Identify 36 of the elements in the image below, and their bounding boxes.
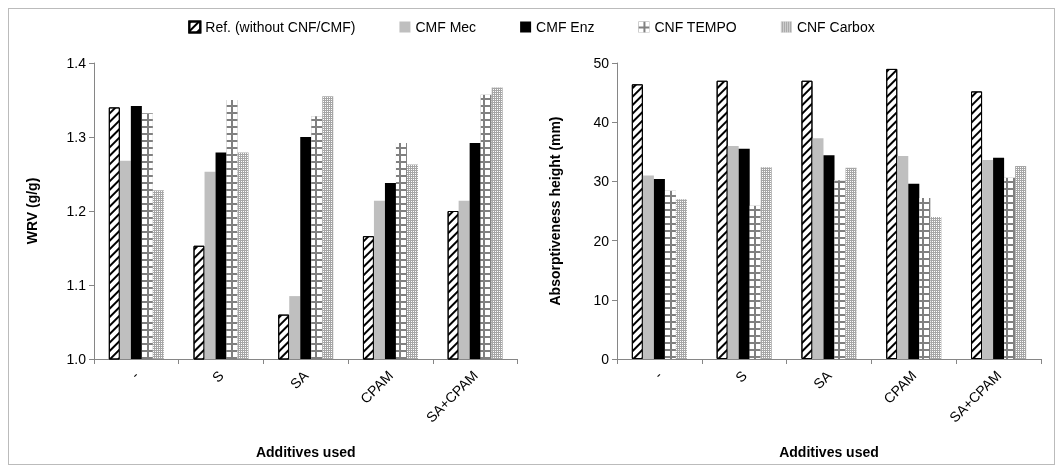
legend-label: CMF Enz: [536, 19, 595, 35]
x-tick-label: S: [208, 367, 227, 386]
x-tick-label: S: [731, 367, 750, 386]
y-tick-label: 0: [600, 351, 609, 367]
y-tick-label: 1.2: [66, 203, 87, 219]
legend-label: Ref. (without CNF/CMF): [205, 19, 356, 35]
bar: [642, 175, 654, 359]
y-tick-label: 1.3: [66, 129, 87, 145]
x-axis-title: Additives used: [778, 444, 879, 460]
y-axis-title: WRV (g/g): [24, 177, 40, 245]
bar: [992, 157, 1004, 359]
y-tick-label: 50: [592, 55, 609, 71]
y-tick-label: 1.4: [66, 55, 87, 71]
x-axis-title: Additives used: [255, 444, 356, 460]
bar: [896, 155, 908, 359]
bar: [811, 138, 823, 359]
x-tick-label: SA: [286, 366, 312, 392]
legend-label: CNF TEMPO: [654, 19, 737, 35]
y-tick-label: 1.0: [66, 351, 87, 367]
legend-label: CMF Mec: [415, 19, 477, 35]
legend-label: CNF Carbox: [796, 19, 875, 35]
y-tick-label: 30: [592, 173, 609, 190]
x-tick-label: -: [649, 367, 665, 382]
bar: [653, 179, 665, 359]
y-tick-label: 20: [592, 232, 609, 249]
y-tick-label: 40: [592, 114, 609, 131]
y-axis-title: Absorptiveness height (mm): [546, 116, 563, 306]
x-tick-label: -: [127, 367, 143, 382]
y-tick-label: 1.1: [66, 277, 87, 293]
bar: [981, 160, 993, 359]
bar: [738, 148, 750, 359]
bar: [822, 155, 835, 359]
y-tick-label: 10: [592, 291, 609, 308]
bar: [907, 183, 919, 359]
bar: [727, 145, 739, 359]
x-tick-label: SA: [809, 366, 835, 392]
